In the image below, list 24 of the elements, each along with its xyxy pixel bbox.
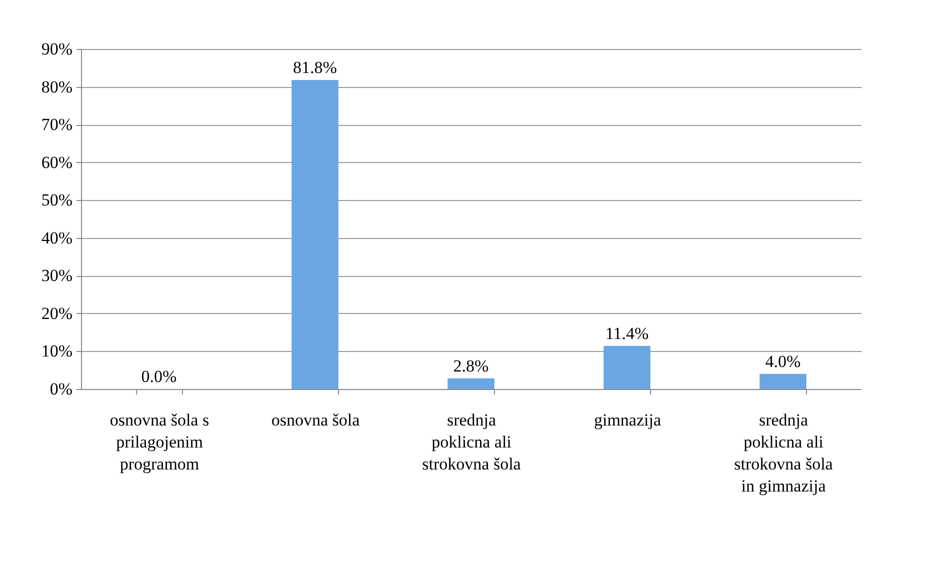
y-tick-label: 60% (41, 152, 72, 172)
y-tick-label: 20% (41, 304, 72, 323)
y-tick-label: 40% (41, 228, 72, 248)
data-label: 4.0% (765, 352, 801, 371)
x-tick-label: osnovna šola s prilagojenim programom (110, 410, 210, 474)
x-tick-label: srednja poklicna ali strokovna šola in gimnazija (734, 410, 834, 496)
x-tick-label: srednja poklicna ali strokovna šola (422, 410, 522, 474)
x-tick-label: gimnazija (594, 410, 662, 430)
bar (292, 80, 338, 389)
data-label: 2.8% (453, 356, 489, 376)
bar (604, 346, 650, 389)
x-tick-label: osnovna šola (271, 410, 360, 430)
bar (448, 378, 494, 389)
y-tick-label: 50% (41, 190, 72, 210)
data-label: 0.0% (141, 367, 177, 386)
y-tick-label: 10% (41, 342, 72, 361)
y-tick-label: 70% (41, 115, 72, 134)
y-tick-label: 30% (41, 266, 72, 286)
data-label: 11.4% (605, 324, 649, 343)
y-tick-label: 0% (50, 380, 72, 398)
y-tick-label: 80% (41, 77, 72, 96)
y-tick-label: 90% (41, 40, 72, 58)
bar (760, 374, 806, 389)
data-label: 81.8% (293, 58, 337, 77)
